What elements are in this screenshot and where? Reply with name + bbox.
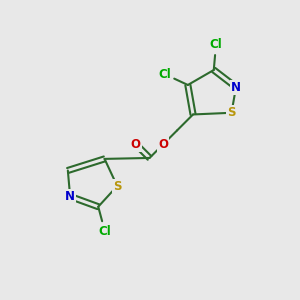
Text: N: N [65,190,75,203]
Text: Cl: Cl [98,225,111,238]
Text: Cl: Cl [158,68,171,81]
Text: Cl: Cl [210,38,222,51]
Text: O: O [131,138,141,151]
Text: O: O [158,138,168,151]
Text: N: N [231,81,241,94]
Text: S: S [227,106,236,119]
Text: S: S [113,179,122,193]
